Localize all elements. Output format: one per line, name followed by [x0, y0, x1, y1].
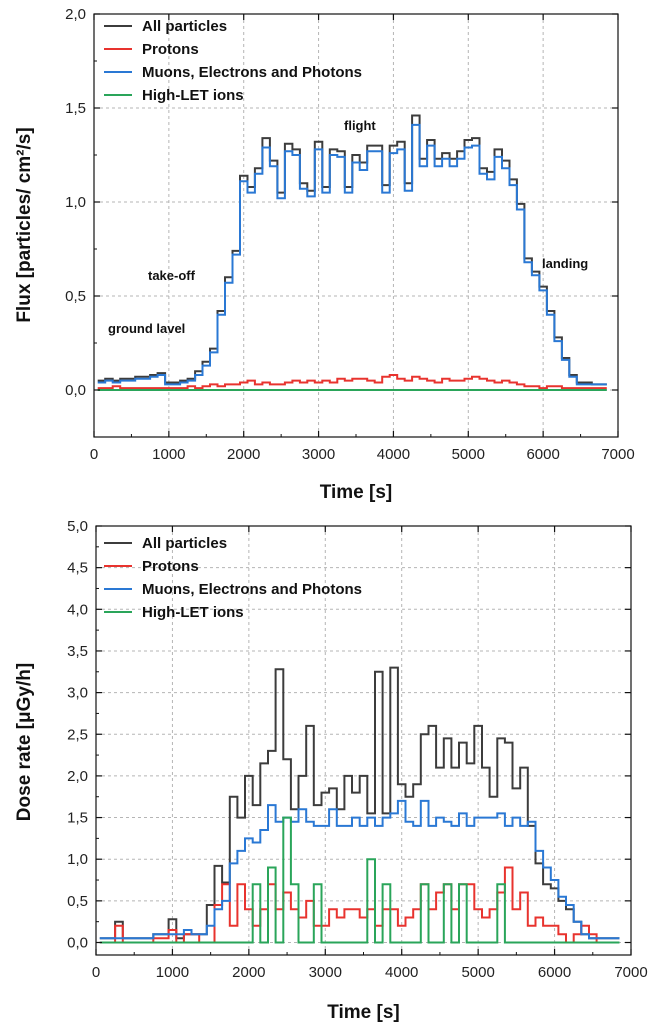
chart2-legend-label-muons-electrons-photons: Muons, Electrons and Photons [142, 581, 362, 598]
chart2-series-line-high-let-ions [99, 816, 620, 944]
chart2-y-tick-label: 0,5 [67, 893, 88, 910]
chart2-y-tick-label: 4,5 [67, 560, 88, 577]
chart1-y-axis-label: Flux [particles/ cm²/s] [14, 127, 35, 322]
chart2-legend-label-all-particles: All particles [142, 535, 227, 552]
chart2-y-tick-label: 0,0 [67, 935, 88, 952]
chart2-x-tick-label: 7000 [614, 964, 647, 981]
chart1-series-line-protons [97, 374, 607, 390]
chart2-y-tick-label: 4,0 [67, 601, 88, 618]
chart2-y-tick-label: 1,0 [67, 851, 88, 868]
chart1-x-tick-label: 6000 [526, 446, 559, 463]
chart1-x-tick-label: 3000 [302, 446, 335, 463]
chart2-x-tick-label: 0 [92, 964, 100, 981]
chart2-y-tick-label: 1,5 [67, 810, 88, 827]
chart2-y-tick-label: 2,0 [67, 768, 88, 785]
chart1-x-tick-label: 1000 [152, 446, 185, 463]
chart1-y-tick-label: 1,0 [65, 194, 86, 211]
chart1-y-tick-label: 0,0 [65, 382, 86, 399]
chart1-y-tick-label: 0,5 [65, 288, 86, 305]
chart2-y-axis-label: Dose rate [μGy/h] [14, 663, 35, 821]
chart1-x-tick-label: 0 [90, 446, 98, 463]
chart1-x-tick-label: 5000 [452, 446, 485, 463]
chart2-series-line-all-particles [99, 666, 620, 940]
chart1-x-tick-label: 4000 [377, 446, 410, 463]
chart1-y-tick-label: 1,5 [65, 100, 86, 117]
chart2-x-tick-label: 6000 [538, 964, 571, 981]
chart1-series-line-muons-electrons-photons [97, 123, 607, 386]
chart2-legend-label-protons: Protons [142, 558, 199, 575]
chart2-x-axis-label: Time [s] [327, 1002, 400, 1023]
chart2-x-tick-label: 1000 [156, 964, 189, 981]
chart1-x-tick-label: 2000 [227, 446, 260, 463]
chart1-legend-label-high-let-ions: High-LET ions [142, 87, 244, 104]
chart2-x-tick-label: 4000 [385, 964, 418, 981]
chart1-series-line-all-particles [97, 114, 607, 386]
chart2-y-tick-label: 5,0 [67, 518, 88, 535]
chart1-x-axis-label: Time [s] [320, 482, 393, 503]
dose-rate-chart: 0 1000 2000 3000 4000 5000 6000 7000 0,0 0,5 1,0 1,… [14, 518, 648, 1023]
chart2-y-tick-label: 2,5 [67, 726, 88, 743]
chart2-y-tick-label: 3,5 [67, 643, 88, 660]
chart1-annotation: take-off [148, 268, 196, 283]
flux-chart: 0 1000 2000 3000 4000 5000 6000 7000 0,0 0,5 1,0 1,… [14, 6, 635, 503]
chart2-x-tick-label: 5000 [461, 964, 494, 981]
chart1-annotation: landing [542, 256, 588, 271]
chart2-series-line-protons [99, 866, 620, 944]
chart2-y-tick-label: 3,0 [67, 685, 88, 702]
chart2-legend-label-high-let-ions: High-LET ions [142, 604, 244, 621]
chart1-annotation: ground lavel [108, 321, 185, 336]
chart2-x-tick-label: 3000 [309, 964, 342, 981]
chart2-x-tick-label: 2000 [232, 964, 265, 981]
chart1-y-tick-label: 2,0 [65, 6, 86, 23]
chart1-legend-label-protons: Protons [142, 41, 199, 58]
chart1-legend-label-muons-electrons-photons: Muons, Electrons and Photons [142, 64, 362, 81]
chart1-x-tick-label: 7000 [601, 446, 634, 463]
chart1-legend-label-all-particles: All particles [142, 18, 227, 35]
chart2-series-line-muons-electrons-photons [99, 799, 620, 940]
chart1-annotation: flight [344, 118, 376, 133]
